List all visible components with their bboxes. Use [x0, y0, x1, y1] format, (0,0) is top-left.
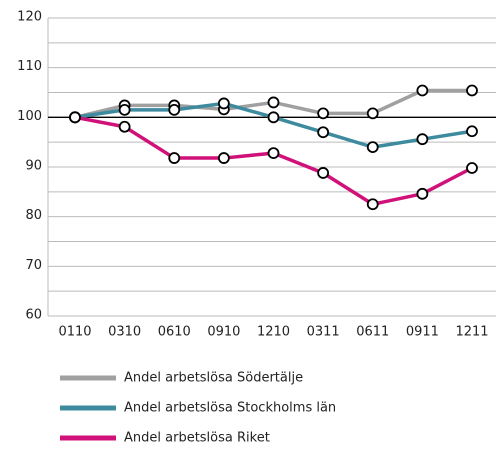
point-marker: [416, 187, 429, 200]
point-marker: [217, 152, 230, 164]
x-tick-label: 0310: [108, 325, 141, 340]
point-marker: [217, 97, 230, 110]
point-marker: [366, 107, 379, 120]
point-marker: [466, 162, 478, 174]
x-tick-label: 0311: [307, 325, 340, 340]
x-tick-label: 0110: [58, 325, 91, 340]
point-marker: [366, 141, 379, 154]
point-marker: [168, 152, 181, 164]
point-marker: [366, 198, 379, 211]
series-line: [74, 101, 473, 149]
x-tick-label: 1210: [257, 325, 290, 340]
point-marker: [317, 126, 330, 139]
legend-label: Andel arbetslösa Stockholms län: [124, 401, 336, 416]
x-tick-label: 0611: [356, 325, 389, 340]
point-marker: [118, 103, 131, 116]
point-marker: [69, 111, 81, 124]
y-tick-label: 90: [25, 159, 42, 174]
x-tick-label: 0910: [207, 325, 240, 340]
point-marker: [317, 107, 330, 120]
point-marker: [267, 111, 280, 124]
point-marker: [267, 147, 280, 159]
y-tick-label: 60: [25, 308, 42, 323]
y-tick-label: 110: [17, 59, 42, 74]
legend-label: Andel arbetslösa Riket: [124, 431, 270, 446]
y-tick-label: 80: [25, 208, 42, 223]
x-tick-label: 1211: [455, 325, 488, 340]
series-line: [74, 115, 473, 206]
point-marker: [416, 84, 429, 97]
y-tick-label: 120: [17, 10, 42, 25]
x-tick-label: 0911: [406, 325, 439, 340]
point-marker: [466, 84, 478, 97]
y-tick-label: 100: [17, 109, 42, 124]
point-marker: [118, 120, 131, 133]
x-tick-label: 0610: [158, 325, 191, 340]
point-marker: [168, 103, 181, 116]
point-marker: [416, 133, 429, 146]
y-tick-label: 70: [25, 258, 42, 273]
legend-label: Andel arbetslösa Södertälje: [124, 371, 303, 386]
point-marker: [466, 125, 478, 138]
point-marker: [317, 167, 330, 179]
point-marker: [267, 96, 280, 109]
